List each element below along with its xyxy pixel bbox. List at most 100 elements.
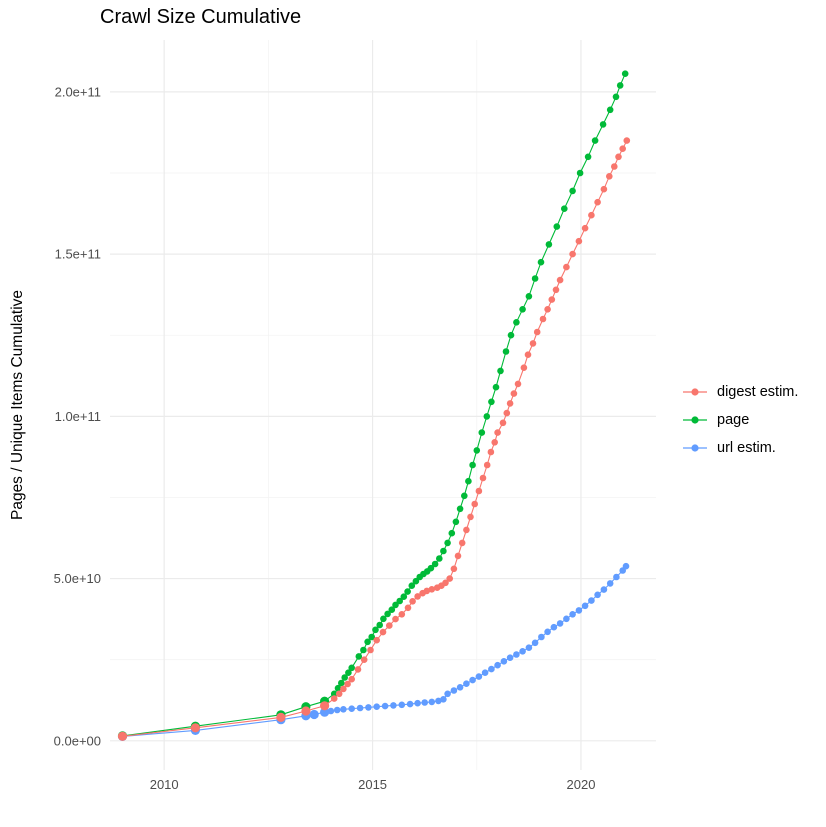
data-point: [448, 529, 456, 537]
data-point: [606, 106, 614, 114]
data-point: [452, 518, 460, 526]
data-point: [619, 145, 626, 152]
data-point: [404, 588, 411, 595]
data-point: [569, 250, 576, 258]
data-point: [431, 560, 439, 568]
data-point: [575, 237, 583, 245]
legend-entry: page: [682, 411, 798, 429]
data-point: [340, 706, 347, 713]
data-point: [591, 137, 599, 144]
data-point: [373, 703, 381, 710]
data-point: [622, 562, 630, 570]
data-point: [503, 409, 511, 417]
data-point: [499, 419, 507, 427]
data-point: [556, 620, 564, 627]
data-point: [621, 70, 629, 77]
data-point: [338, 679, 345, 687]
data-point: [463, 680, 470, 687]
data-point: [390, 702, 397, 709]
data-point: [463, 526, 470, 534]
data-point: [414, 593, 421, 600]
data-point: [330, 695, 338, 702]
data-point: [356, 704, 364, 712]
data-point: [494, 661, 501, 669]
data-point: [552, 286, 560, 294]
data-point: [563, 263, 570, 271]
data-point: [483, 461, 491, 469]
data-point: [396, 597, 404, 605]
x-tick-label: 2020: [567, 777, 596, 792]
legend-key-icon: [683, 444, 707, 452]
legend-entry: digest estim.: [682, 383, 798, 401]
data-point: [581, 224, 589, 232]
data-point: [388, 606, 396, 613]
data-point: [538, 633, 545, 641]
data-point: [406, 700, 414, 708]
data-point: [623, 137, 631, 144]
data-point: [514, 380, 522, 388]
data-point: [545, 241, 553, 248]
data-point: [444, 690, 451, 698]
data-point: [531, 639, 539, 647]
data-point: [404, 604, 412, 612]
data-point: [544, 628, 551, 636]
data-point: [502, 348, 510, 355]
data-point: [333, 706, 341, 714]
data-point: [497, 367, 504, 375]
data-point: [615, 153, 622, 161]
data-point: [458, 539, 466, 547]
data-point: [569, 187, 576, 195]
data-point: [348, 664, 356, 672]
data-point: [537, 258, 545, 266]
data-point: [412, 577, 420, 585]
data-point: [519, 648, 526, 655]
data-point: [360, 656, 368, 663]
data-point: [616, 82, 624, 89]
data-point: [392, 601, 399, 609]
data-point: [428, 586, 436, 593]
data-point: [427, 564, 435, 572]
data-point: [594, 198, 601, 206]
data-point: [465, 477, 472, 485]
legend-label: url estim.: [717, 440, 776, 456]
data-point: [436, 555, 443, 562]
data-point: [450, 565, 458, 573]
data-point: [372, 626, 379, 634]
legend-key-icon: [683, 416, 707, 424]
series-url-estim: [117, 562, 630, 742]
data-point: [334, 684, 342, 692]
data-point: [481, 669, 489, 676]
data-point: [529, 340, 537, 347]
data-point: [409, 598, 416, 605]
data-point: [507, 331, 515, 339]
data-point: [539, 315, 547, 323]
data-point: [479, 474, 487, 482]
data-point: [309, 709, 319, 720]
data-point: [488, 398, 495, 406]
data-point: [461, 492, 468, 500]
data-point: [500, 658, 508, 665]
data-point: [368, 633, 376, 641]
data-point: [398, 701, 406, 709]
data-point: [473, 447, 481, 454]
data-point: [519, 306, 526, 313]
data-point: [531, 275, 539, 282]
data-point: [450, 687, 458, 694]
data-point: [320, 707, 330, 717]
data-point: [513, 651, 520, 658]
data-point: [548, 296, 556, 303]
data-point: [488, 665, 495, 673]
data-point: [456, 684, 464, 691]
data-point: [581, 602, 589, 610]
data-point: [471, 500, 479, 508]
legend-entry: url estim.: [682, 439, 798, 457]
data-point: [469, 676, 476, 684]
data-point: [606, 173, 613, 180]
data-point: [444, 539, 451, 547]
y-tick-label: 0.0e+00: [54, 733, 101, 748]
y-tick-label: 5.0e+10: [54, 571, 101, 586]
data-point: [525, 644, 533, 651]
data-point: [584, 153, 592, 161]
